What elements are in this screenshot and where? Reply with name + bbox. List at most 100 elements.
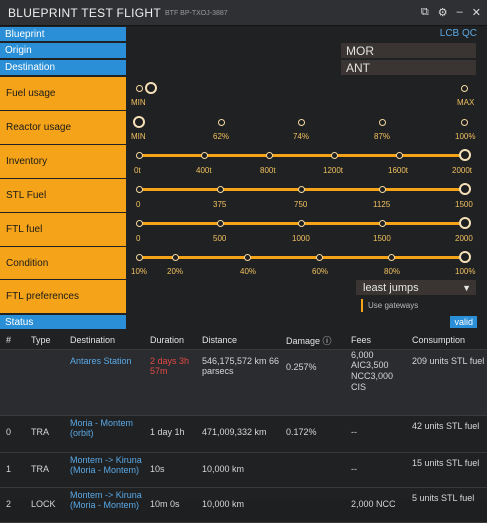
header-fees: Fees (345, 332, 406, 350)
cell-duration: 10s (144, 452, 196, 488)
cell-consumption: 209 units STL fuel (406, 349, 487, 416)
table-row[interactable]: 2 LOCK Montem -> Kiruna (Moria - Montem)… (0, 487, 487, 523)
cell-num: 2 (0, 487, 25, 523)
stl-tick-1: 375 (213, 200, 227, 209)
reactor-tick-0: MIN (131, 132, 146, 141)
table-row[interactable]: 0 TRA Moria - Montem (orbit) 1 day 1h 47… (0, 415, 487, 453)
condition-node-80[interactable] (388, 254, 395, 261)
ftl-fuel-handle[interactable] (459, 217, 471, 229)
inventory-node-400[interactable] (201, 152, 208, 159)
route-table: # Type Destination Duration Distance Dam… (0, 332, 487, 523)
table-row[interactable]: Antares Station 2 days 3h 57m 546,175,57… (0, 349, 487, 416)
inventory-tick-2: 800t (260, 166, 276, 175)
stl-fuel-node-1125[interactable] (379, 186, 386, 193)
condition-node-20[interactable] (172, 254, 179, 261)
inventory-tick-5: 2000t (452, 166, 473, 175)
close-icon[interactable]: ✕ (471, 7, 481, 19)
reactor-usage-node-87[interactable] (379, 119, 386, 126)
cell-destination[interactable]: Montem -> Kiruna (Moria - Montem) (64, 487, 144, 523)
stl-tick-3: 1125 (373, 200, 391, 209)
cell-damage: 0.172% (280, 415, 345, 453)
condition-tick-4: 80% (384, 267, 401, 276)
inventory-node-1600[interactable] (396, 152, 403, 159)
fuel-usage-max-node[interactable] (461, 85, 468, 92)
settings-icon[interactable]: ⚙ (437, 7, 448, 19)
stl-fuel-label: STL Fuel (0, 179, 126, 212)
ftl-tick-2: 1000 (292, 234, 310, 243)
cell-type: LOCK (25, 487, 64, 523)
inventory-tick-3: 1200t (323, 166, 344, 175)
reactor-usage-handle[interactable] (133, 116, 145, 128)
condition-row: Condition 10% 20% 40% 60% 80% 100% (0, 247, 487, 279)
inventory-handle[interactable] (459, 149, 471, 161)
inventory-tick-4: 1600t (388, 166, 409, 175)
stl-fuel-handle[interactable] (459, 183, 471, 195)
cell-distance: 10,000 km (196, 452, 280, 488)
cell-destination[interactable]: Moria - Montem (orbit) (64, 415, 144, 453)
window-titlebar[interactable]: BLUEPRINT TEST FLIGHT BTF BP-TXOJ-3887 ⧉… (0, 0, 487, 26)
stl-fuel-node-375[interactable] (217, 186, 224, 193)
condition-tick-1: 20% (167, 267, 184, 276)
cell-duration: 10m 0s (144, 487, 196, 523)
header-duration: Duration (144, 332, 196, 350)
reactor-usage-row: Reactor usage MIN 62% 74% 87% 100% (0, 111, 487, 144)
inventory-node-800[interactable] (266, 152, 273, 159)
condition-node-10[interactable] (136, 254, 143, 261)
reactor-usage-node-74[interactable] (298, 119, 305, 126)
fuel-usage-label: Fuel usage (0, 77, 126, 110)
inventory-node-0[interactable] (136, 152, 143, 159)
ftl-fuel-node-1500[interactable] (379, 220, 386, 227)
ftl-preferences-selected: least jumps (363, 281, 419, 294)
ftl-fuel-node-0[interactable] (136, 220, 143, 227)
cell-destination[interactable]: Antares Station (64, 349, 144, 416)
cell-num (0, 349, 25, 416)
minimize-icon[interactable]: – (456, 6, 463, 18)
inventory-label: Inventory (0, 145, 126, 178)
cell-num: 0 (0, 415, 25, 453)
inventory-node-1200[interactable] (331, 152, 338, 159)
reactor-usage-node-62[interactable] (218, 119, 225, 126)
cell-fees: 6,000 AIC3,500 NCC3,000 CIS (345, 349, 406, 416)
reactor-usage-label: Reactor usage (0, 111, 126, 144)
header-destination: Destination (64, 332, 144, 350)
cell-distance: 10,000 km (196, 487, 280, 523)
condition-label: Condition (0, 247, 126, 279)
inventory-track[interactable] (139, 154, 466, 157)
condition-track[interactable] (139, 256, 466, 259)
copy-icon[interactable]: ⧉ (420, 6, 429, 18)
cell-fees: -- (345, 452, 406, 488)
origin-value[interactable]: MOR (341, 43, 476, 58)
use-gateways-checkbox[interactable]: Use gateways (361, 299, 418, 312)
stl-fuel-node-0[interactable] (136, 186, 143, 193)
ftl-preferences-label: FTL preferences (0, 280, 126, 313)
status-row: Status valid (0, 315, 487, 329)
stl-tick-0: 0 (136, 200, 141, 209)
condition-handle[interactable] (459, 251, 471, 263)
ftl-fuel-label: FTL fuel (0, 213, 126, 246)
condition-node-60[interactable] (316, 254, 323, 261)
ftl-fuel-row: FTL fuel 0 500 1000 1500 2000 (0, 213, 487, 246)
header-num: # (0, 332, 25, 350)
fuel-usage-min-node[interactable] (136, 85, 143, 92)
reactor-usage-node-100[interactable] (461, 119, 468, 126)
blueprint-link[interactable]: LCB QC (439, 28, 477, 39)
origin-row: Origin MOR (0, 43, 487, 58)
ftl-fuel-node-1000[interactable] (298, 220, 305, 227)
reactor-tick-3: 87% (374, 132, 391, 141)
cell-consumption: 5 units STL fuel (406, 487, 487, 523)
condition-node-40[interactable] (244, 254, 251, 261)
ftl-fuel-node-500[interactable] (217, 220, 224, 227)
table-row[interactable]: 1 TRA Montem -> Kiruna (Moria - Montem) … (0, 452, 487, 488)
fuel-usage-row: Fuel usage MIN MAX (0, 77, 487, 110)
table-header-row: # Type Destination Duration Distance Dam… (0, 332, 487, 350)
fuel-usage-handle[interactable] (145, 82, 157, 94)
cell-num: 1 (0, 452, 25, 488)
stl-fuel-node-750[interactable] (298, 186, 305, 193)
cell-destination[interactable]: Montem -> Kiruna (Moria - Montem) (64, 452, 144, 488)
header-distance: Distance (196, 332, 280, 350)
destination-value[interactable]: ANT (341, 60, 476, 75)
ftl-preferences-select[interactable]: least jumps ▼ (356, 280, 476, 295)
inventory-tick-1: 400t (196, 166, 212, 175)
cell-duration: 2 days 3h 57m (144, 349, 196, 416)
